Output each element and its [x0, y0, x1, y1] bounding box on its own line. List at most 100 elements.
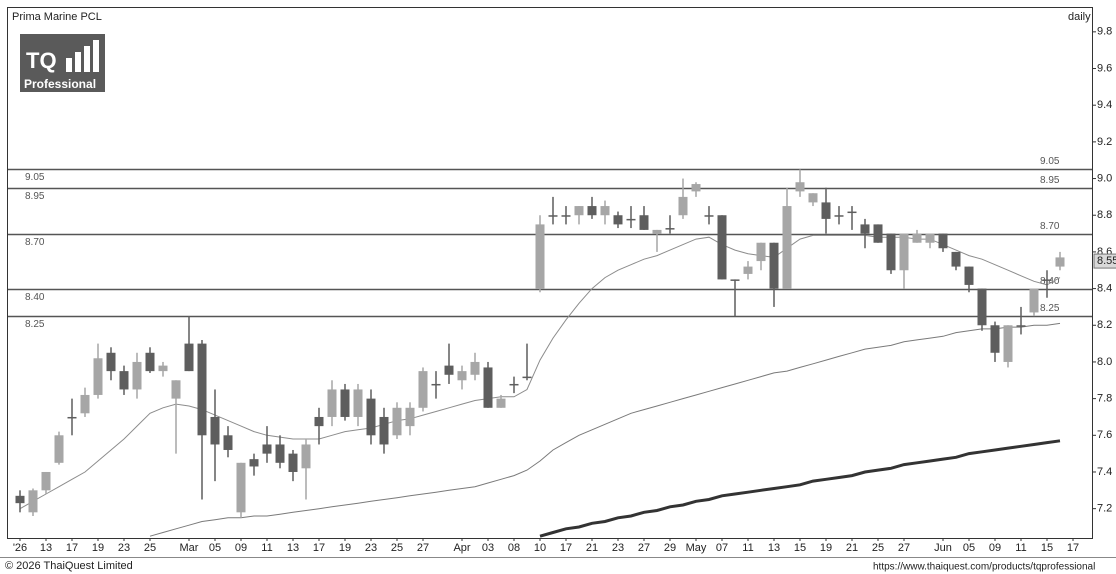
x-tick-label: 17	[313, 542, 325, 554]
candle-body	[665, 228, 675, 230]
candle-body	[704, 215, 714, 217]
x-tick-label: 27	[898, 542, 910, 554]
candle-body	[353, 389, 363, 417]
candle-body	[457, 371, 467, 381]
x-tick-label: 09	[235, 542, 247, 554]
candle-body	[119, 371, 129, 390]
x-tick-label: 19	[339, 542, 351, 554]
x-tick-label: 05	[209, 542, 221, 554]
x-tick-label: 17	[560, 542, 572, 554]
x-tick-label: 11	[261, 542, 272, 554]
y-tick-label: 8.2	[1097, 319, 1112, 331]
candle-body	[80, 394, 90, 414]
candle-body	[67, 416, 77, 419]
x-tick-label: 05	[963, 542, 975, 554]
candle-body	[184, 343, 194, 372]
moving-average	[539, 439, 1061, 538]
y-tick-label: 7.8	[1097, 393, 1112, 405]
candle-body	[834, 215, 844, 217]
candle-body	[431, 383, 441, 386]
candle-body	[860, 224, 870, 234]
x-tick-label: 21	[586, 542, 598, 554]
logo-bar	[84, 46, 90, 72]
candle-body	[41, 471, 51, 491]
candle-body	[470, 361, 480, 375]
logo-mark: TQ	[26, 48, 57, 73]
candle-body	[314, 416, 324, 427]
x-tick-label: 17	[66, 542, 78, 554]
x-tick-label: Mar	[180, 542, 199, 554]
level-label: 8.70	[25, 237, 45, 248]
candle-body	[808, 193, 818, 203]
candle-body	[28, 490, 38, 513]
x-tick-label: 19	[820, 542, 832, 554]
level-label: 8.40	[1040, 276, 1060, 287]
x-tick-label: 07	[716, 542, 728, 554]
candle-body	[366, 398, 376, 436]
candle-body	[587, 206, 597, 216]
candle-body	[899, 233, 909, 271]
x-tick-label: 29	[664, 542, 676, 554]
candle-body	[691, 184, 701, 192]
candle-body	[535, 224, 545, 289]
y-tick-label: 8.4	[1097, 282, 1112, 294]
candle-body	[1016, 325, 1026, 327]
candle-body	[223, 435, 233, 450]
candle-body	[561, 215, 571, 217]
y-tick-label: 8.8	[1097, 209, 1112, 221]
candle-body	[990, 325, 1000, 353]
candle-body	[288, 453, 298, 472]
candle-body	[249, 459, 259, 467]
x-tick-label: 25	[872, 542, 884, 554]
x-tick-label: 15	[794, 542, 806, 554]
x-tick-label: 03	[482, 542, 494, 554]
candle-body	[275, 444, 285, 463]
candle-body	[639, 215, 649, 230]
logo-bar	[66, 58, 72, 72]
candle-body	[106, 352, 116, 372]
level-label: 8.70	[1040, 221, 1060, 232]
x-tick-label: 11	[1015, 542, 1026, 554]
y-tick-label: 9.8	[1097, 26, 1112, 38]
x-tick-label: '26	[13, 542, 27, 554]
candle-body	[15, 495, 25, 504]
logo-bar	[93, 40, 99, 72]
candle-body	[444, 365, 454, 375]
level-label: 8.25	[25, 319, 45, 330]
level-label: 8.95	[1040, 175, 1060, 186]
y-tick-label: 9.4	[1097, 99, 1112, 111]
y-tick-label: 9.2	[1097, 136, 1112, 148]
period: daily	[1068, 11, 1091, 23]
logo-box	[20, 34, 105, 92]
last-price-tag	[1093, 253, 1116, 269]
logo-text: Professional	[24, 77, 96, 91]
x-tick-label: 19	[92, 542, 104, 554]
x-tick-label: 15	[1041, 542, 1053, 554]
candle-body	[925, 233, 935, 243]
candle-body	[418, 371, 428, 408]
x-tick-label: 23	[118, 542, 130, 554]
candle-body	[873, 224, 883, 243]
x-tick-label: 09	[989, 542, 1001, 554]
level-label: 8.95	[25, 191, 45, 202]
candle-body	[509, 383, 519, 386]
candle-body	[522, 376, 532, 379]
candle-body	[730, 279, 740, 281]
x-tick-label: May	[686, 542, 707, 554]
candle-body	[496, 398, 506, 408]
level-label: 8.40	[25, 292, 45, 303]
candle-body	[405, 407, 415, 427]
candle-body	[548, 215, 558, 217]
candle-body	[743, 266, 753, 274]
candle-body	[756, 242, 766, 262]
candle-body	[912, 233, 922, 243]
candle-body	[847, 211, 857, 214]
candle-body	[951, 251, 961, 267]
candle-body	[210, 416, 220, 445]
level-label: 9.05	[1040, 156, 1060, 167]
x-tick-label: 21	[846, 542, 858, 554]
candle-body	[977, 288, 987, 326]
x-tick-label: 13	[768, 542, 780, 554]
y-tick-label: 9.6	[1097, 62, 1112, 74]
